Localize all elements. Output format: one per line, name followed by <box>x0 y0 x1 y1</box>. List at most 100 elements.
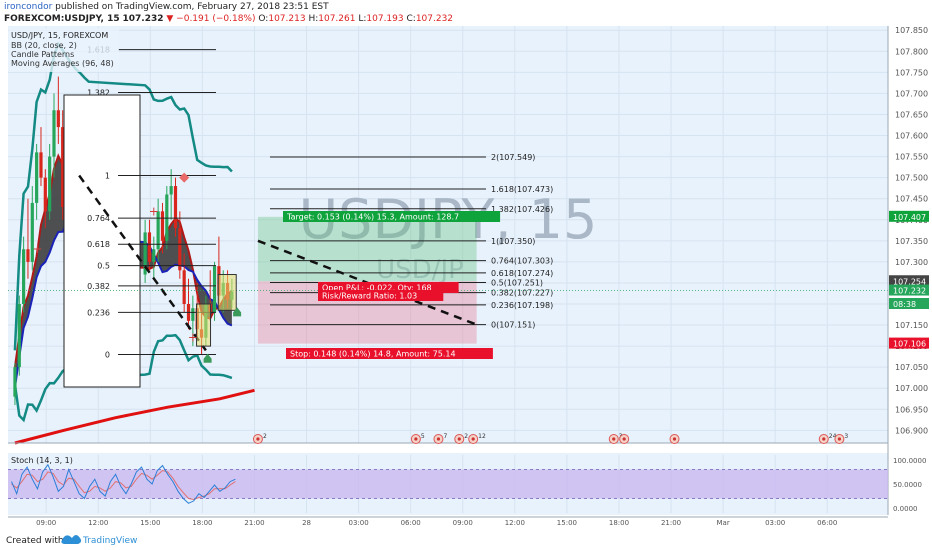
price-label: 107.254 <box>893 277 926 286</box>
fib-label-box <box>63 94 141 388</box>
event-count: 3 <box>844 433 848 440</box>
fib-right-label: 1.618(107.473) <box>491 185 553 194</box>
x-tick-label: Mar <box>716 519 729 527</box>
event-count: 5 <box>421 433 425 440</box>
footer-brand: TradingView <box>82 536 137 546</box>
candle-body <box>48 156 52 212</box>
ohlc-o-label: O: <box>258 14 269 24</box>
y-tick-label: 107.150 <box>895 321 928 330</box>
y-tick-label: 107.500 <box>895 174 928 183</box>
candle-body <box>160 211 165 241</box>
legend-item: BB (20, close, 2) <box>11 41 77 50</box>
fib-right-label: 0.382(107.227) <box>491 289 553 298</box>
y-tick-label: 107.700 <box>895 89 928 98</box>
legend-bg <box>9 28 119 72</box>
event-marker-dot <box>612 437 616 441</box>
event-marker-dot <box>822 437 826 441</box>
event-marker-dot <box>837 437 842 441</box>
legend-item: Moving Averages (96, 48) <box>11 59 114 68</box>
ohlc-c-label: C: <box>406 14 416 24</box>
fib-left-label: 0.236 <box>87 308 110 317</box>
price-label-bg <box>889 298 929 309</box>
fib-right-label: 1.382(107.426) <box>491 205 553 214</box>
candle-body <box>156 211 160 250</box>
stoch-y-tick: 100.0000 <box>893 457 926 465</box>
y-tick-label: 107.850 <box>895 26 928 35</box>
ma-long-line <box>14 388 255 445</box>
pattern-plus-icon: + <box>149 204 159 218</box>
pattern-box <box>196 303 212 347</box>
author-link[interactable]: ironcondor <box>4 2 53 12</box>
candle-body <box>35 152 39 203</box>
y-tick-label: 107.050 <box>895 363 928 372</box>
rr-label: Risk/Reward Ratio: 1.03 <box>322 292 417 301</box>
candle-body <box>178 228 182 271</box>
event-count: 12 <box>478 433 486 440</box>
fib-left-label: 1 <box>105 172 110 181</box>
target-label: Target: 0.153 (0.14%) 15.3, Amount: 128.… <box>286 213 459 222</box>
candle-body <box>182 270 186 304</box>
event-marker-dot <box>436 437 441 441</box>
candle-body <box>212 266 217 313</box>
event-marker-dot <box>457 437 461 441</box>
pattern-arrow-icon <box>203 353 212 363</box>
candle-body <box>39 152 43 178</box>
event-marker-dot <box>256 437 260 441</box>
candle-body <box>13 367 17 397</box>
x-tick-label: 18:00 <box>192 519 212 527</box>
x-tick-label: 06:00 <box>401 519 421 527</box>
bb-upper-line <box>13 41 233 351</box>
candle-body <box>22 249 26 304</box>
x-tick-label: 09:00 <box>453 519 473 527</box>
x-tick-label: 09:00 <box>36 519 56 527</box>
event-marker-dot <box>672 437 677 441</box>
x-tick-label: 03:00 <box>349 519 369 527</box>
price-label: 107.106 <box>893 340 926 349</box>
fib-left-label: 0.5 <box>97 262 110 271</box>
y-tick-label: 106.900 <box>895 426 928 435</box>
target-zone <box>257 216 477 282</box>
open-pnl-label: Open P&L: -0.022, Qty: 168 <box>322 284 432 293</box>
fib-right-label: 0.5(107.251) <box>491 279 543 288</box>
candle-body <box>17 304 21 368</box>
symbol-name[interactable]: FOREXCOM:USDJPY, 15 <box>4 14 120 24</box>
event-count: 2 <box>263 433 267 440</box>
fib-right-label: 1(107.350) <box>491 237 535 246</box>
x-tick-label: 28 <box>302 519 311 527</box>
x-tick-label: 15:00 <box>557 519 577 527</box>
y-tick-label: 107.550 <box>895 153 928 162</box>
y-tick-label: 107.800 <box>895 47 928 56</box>
pattern-diamond-icon <box>179 172 190 183</box>
rr-label-bg <box>318 290 444 301</box>
price-pane-bg <box>8 26 888 443</box>
candle-body <box>152 249 156 262</box>
change-value: −0.191 (−0.18%) <box>176 14 256 24</box>
stop-label-bg <box>286 348 493 359</box>
tradingview-logo-icon <box>61 535 82 544</box>
price-label: 08:38 <box>893 300 916 309</box>
y-tick-label: 107.300 <box>895 258 928 267</box>
candle-body <box>52 110 56 157</box>
fib-left-label: 0.382 <box>87 282 110 291</box>
candle-body <box>30 202 34 262</box>
candle-body <box>26 249 30 262</box>
x-tick-label: 06:00 <box>817 519 837 527</box>
published-text: published on TradingView.com, February 2… <box>55 2 329 12</box>
fib-right-label: 0.618(107.274) <box>491 269 553 278</box>
open-pnl-label-bg <box>318 282 459 293</box>
price-label-bg <box>889 275 929 287</box>
price-label: 107.407 <box>893 213 926 222</box>
bb-lower-line <box>13 333 233 423</box>
last-price: 107.232 <box>122 14 164 24</box>
fib-left-label: 0 <box>105 351 110 360</box>
event-marker-dot <box>622 437 626 441</box>
y-tick-label: 106.950 <box>895 405 928 414</box>
event-marker-dot <box>414 437 418 441</box>
fib-right-label: 0.236(107.198) <box>491 301 553 310</box>
pattern-box <box>217 274 237 311</box>
fib-right-label: 0(107.151) <box>491 321 535 330</box>
fib-right-label: 2(107.549) <box>491 153 535 162</box>
legend-item: Candle Patterns <box>11 50 74 59</box>
